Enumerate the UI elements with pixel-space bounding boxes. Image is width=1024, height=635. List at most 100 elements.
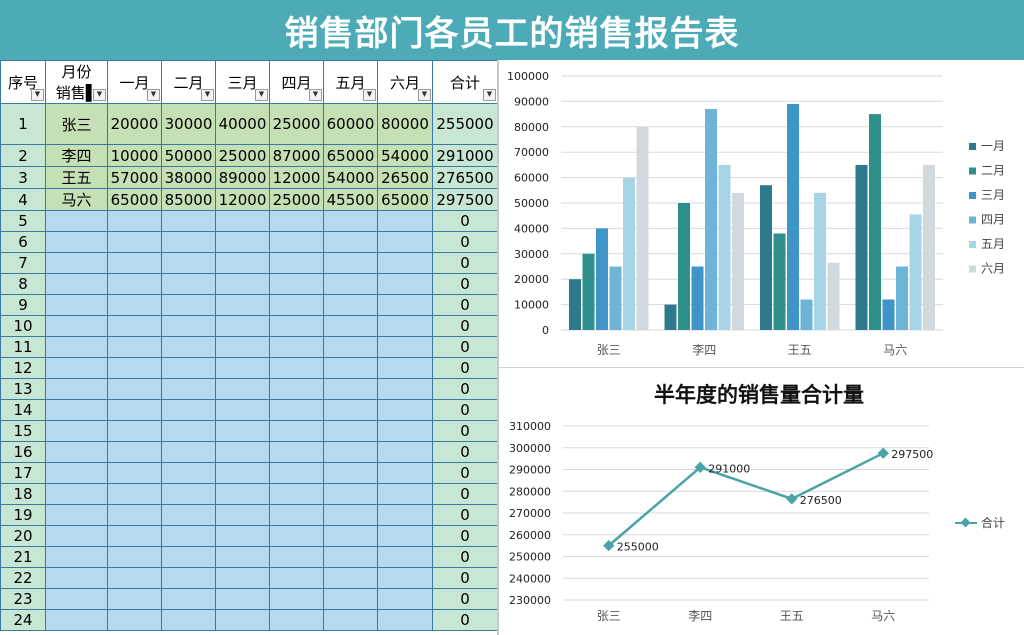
value-cell[interactable] [377,567,433,589]
row-index-cell[interactable]: 6 [0,231,46,253]
total-cell[interactable]: 0 [432,588,497,610]
value-cell[interactable] [377,273,433,295]
value-cell[interactable] [269,588,324,610]
value-cell[interactable] [161,483,216,505]
value-cell[interactable] [377,252,433,274]
value-cell[interactable] [215,588,270,610]
value-cell[interactable]: 50000 [161,144,216,167]
name-cell[interactable]: 马六 [45,188,108,211]
name-cell[interactable] [45,336,108,358]
row-index-cell[interactable]: 22 [0,567,46,589]
value-cell[interactable] [107,546,162,568]
value-cell[interactable] [215,378,270,400]
name-cell[interactable] [45,567,108,589]
value-cell[interactable] [161,399,216,421]
value-cell[interactable] [377,399,433,421]
value-cell[interactable] [377,420,433,442]
name-cell[interactable] [45,462,108,484]
value-cell[interactable] [161,441,216,463]
value-cell[interactable] [323,441,378,463]
column-header-jan[interactable]: 一月 ▼ [107,60,162,104]
value-cell[interactable] [323,357,378,379]
value-cell[interactable] [323,231,378,253]
value-cell[interactable] [215,462,270,484]
name-cell[interactable]: 李四 [45,144,108,167]
value-cell[interactable] [323,504,378,526]
name-cell[interactable] [45,252,108,274]
value-cell[interactable] [377,336,433,358]
value-cell[interactable]: 30000 [161,103,216,145]
value-cell[interactable] [107,462,162,484]
name-cell[interactable] [45,483,108,505]
value-cell[interactable] [215,252,270,274]
value-cell[interactable] [269,273,324,295]
value-cell[interactable]: 65000 [323,144,378,167]
value-cell[interactable] [377,294,433,316]
value-cell[interactable] [269,525,324,547]
value-cell[interactable]: 45500 [323,188,378,211]
total-cell[interactable]: 0 [432,441,497,463]
value-cell[interactable]: 25000 [269,188,324,211]
spreadsheet-grid[interactable]: 序号 ▼ 月份 销售▌ ▼ 一月 ▼ 二月 ▼ 三月 ▼ 四月 ▼ 五月 ▼ 六月 ▼ 合计… [0,60,497,635]
column-header-may[interactable]: 五月 ▼ [323,60,378,104]
value-cell[interactable] [377,462,433,484]
column-header-index[interactable]: 序号 ▼ [0,60,46,104]
row-index-cell[interactable]: 13 [0,378,46,400]
row-index-cell[interactable]: 7 [0,252,46,274]
value-cell[interactable] [323,336,378,358]
value-cell[interactable] [161,378,216,400]
value-cell[interactable] [377,546,433,568]
value-cell[interactable] [215,294,270,316]
total-cell[interactable]: 255000 [432,103,497,145]
column-header-name[interactable]: 月份 销售▌ ▼ [45,60,108,104]
value-cell[interactable] [269,546,324,568]
value-cell[interactable]: 60000 [323,103,378,145]
value-cell[interactable]: 40000 [215,103,270,145]
value-cell[interactable] [215,546,270,568]
total-cell[interactable]: 291000 [432,144,497,167]
value-cell[interactable] [323,588,378,610]
value-cell[interactable] [323,273,378,295]
row-index-cell[interactable]: 8 [0,273,46,295]
value-cell[interactable]: 25000 [269,103,324,145]
value-cell[interactable] [161,210,216,232]
row-index-cell[interactable]: 1 [0,103,46,145]
row-index-cell[interactable]: 3 [0,166,46,189]
value-cell[interactable] [107,441,162,463]
value-cell[interactable] [107,336,162,358]
value-cell[interactable] [323,483,378,505]
value-cell[interactable]: 12000 [215,188,270,211]
value-cell[interactable] [377,504,433,526]
filter-dropdown-icon[interactable]: ▼ [201,89,214,101]
value-cell[interactable]: 26500 [377,166,433,189]
value-cell[interactable] [323,252,378,274]
value-cell[interactable] [107,525,162,547]
value-cell[interactable] [269,357,324,379]
value-cell[interactable] [107,315,162,337]
value-cell[interactable] [269,420,324,442]
value-cell[interactable] [323,609,378,631]
value-cell[interactable] [107,378,162,400]
value-cell[interactable] [161,252,216,274]
total-cell[interactable]: 0 [432,273,497,295]
value-cell[interactable] [215,273,270,295]
name-cell[interactable] [45,315,108,337]
value-cell[interactable] [215,399,270,421]
total-cell[interactable]: 276500 [432,166,497,189]
name-cell[interactable] [45,399,108,421]
value-cell[interactable] [269,315,324,337]
value-cell[interactable] [215,336,270,358]
value-cell[interactable] [269,609,324,631]
value-cell[interactable]: 10000 [107,144,162,167]
name-cell[interactable] [45,588,108,610]
value-cell[interactable] [161,336,216,358]
value-cell[interactable] [323,210,378,232]
value-cell[interactable] [161,294,216,316]
row-index-cell[interactable]: 20 [0,525,46,547]
value-cell[interactable] [107,567,162,589]
total-cell[interactable]: 0 [432,357,497,379]
value-cell[interactable]: 65000 [107,188,162,211]
value-cell[interactable] [215,525,270,547]
value-cell[interactable] [377,210,433,232]
value-cell[interactable]: 38000 [161,166,216,189]
